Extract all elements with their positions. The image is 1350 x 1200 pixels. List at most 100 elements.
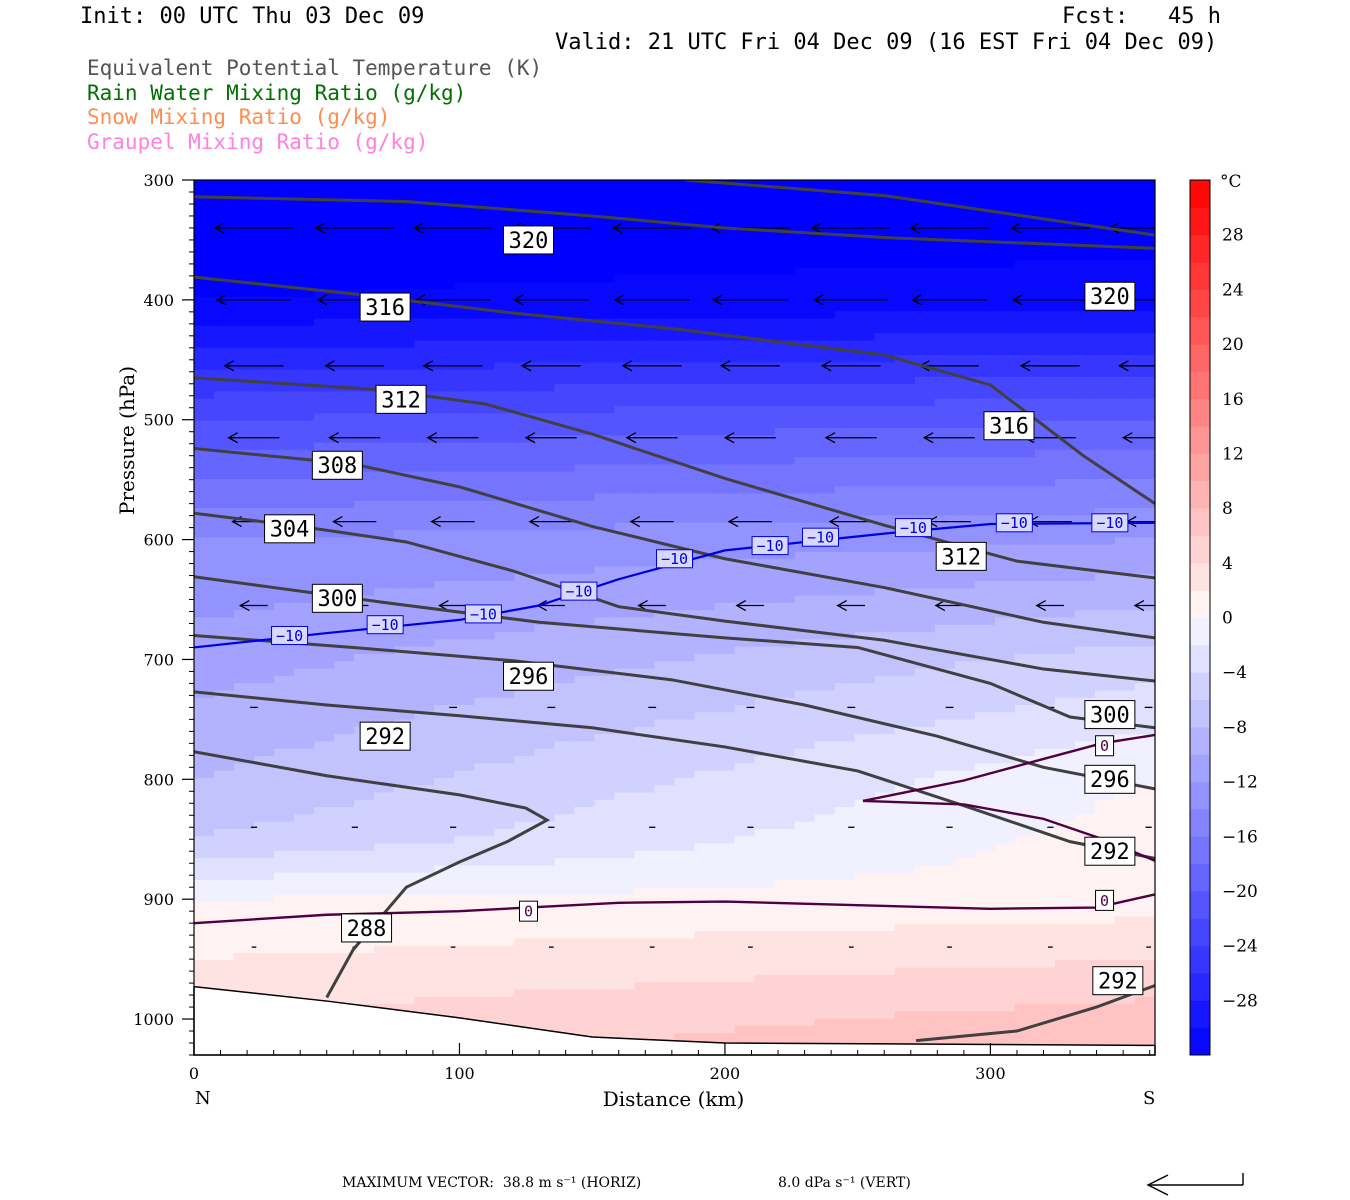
temperature-cell <box>574 814 596 823</box>
temperature-cell <box>494 697 515 706</box>
temperature-cell <box>794 952 816 961</box>
temperature-cell <box>734 391 756 400</box>
temperature-cell <box>454 216 475 225</box>
temperature-cell <box>794 544 816 553</box>
temperature-cell <box>334 209 355 218</box>
temperature-cell <box>754 858 776 867</box>
temperature-cell <box>354 274 375 283</box>
temperature-cell <box>854 850 876 859</box>
temperature-cell <box>474 931 495 939</box>
temperature-cell <box>494 369 515 378</box>
temperature-cell <box>554 376 575 385</box>
temperature-cell <box>234 289 255 298</box>
temperature-cell <box>314 632 335 640</box>
temperature-cell <box>674 398 696 407</box>
temperature-cell <box>414 850 435 859</box>
temperature-cell <box>774 595 796 604</box>
temperature-cell <box>934 1025 956 1034</box>
temperature-cell <box>454 238 475 247</box>
temperature-cell <box>794 741 816 750</box>
temperature-cell <box>694 894 716 903</box>
temperature-cell <box>714 500 736 509</box>
temperature-cell <box>1014 588 1036 597</box>
temperature-cell <box>654 923 676 932</box>
temperature-cell <box>754 508 776 517</box>
temperature-cell <box>854 573 876 582</box>
temperature-cell <box>254 282 275 290</box>
temperature-cell <box>354 522 375 531</box>
temperature-cell <box>214 653 235 662</box>
temperature-cell <box>354 442 375 451</box>
temperature-cell <box>734 325 756 334</box>
temperature-cell <box>834 683 856 692</box>
temperature-cell <box>714 420 736 429</box>
temperature-cell <box>834 355 856 363</box>
temperature-cell <box>874 675 896 684</box>
temperature-cell <box>474 807 495 815</box>
temperature-cell <box>834 252 856 261</box>
temperature-cell <box>394 785 415 794</box>
temperature-cell <box>954 347 976 356</box>
temperature-cell <box>554 274 575 283</box>
temperature-cell <box>854 1025 876 1034</box>
temperature-cell <box>734 989 756 998</box>
temperature-cell <box>294 602 315 611</box>
temperature-cell <box>974 741 996 750</box>
temperature-cell <box>474 821 495 830</box>
temperature-cell <box>714 974 736 983</box>
temperature-cell <box>994 836 1016 845</box>
temperature-cell <box>934 493 956 502</box>
temperature-cell <box>394 231 415 239</box>
temperature-cell <box>674 457 696 465</box>
temperature-cell <box>334 267 355 276</box>
temperature-cell <box>554 938 575 947</box>
temperature-cell <box>514 653 535 662</box>
temperature-cell <box>314 617 335 626</box>
temperature-cell <box>614 1018 636 1027</box>
temperature-cell <box>934 231 956 239</box>
temperature-cell <box>614 245 636 254</box>
temperature-cell <box>634 260 656 269</box>
temperature-cell <box>554 974 575 983</box>
temperature-cell <box>874 996 896 1005</box>
temperature-cell <box>394 515 415 524</box>
temperature-cell <box>294 741 315 750</box>
temperature-cell <box>494 384 515 393</box>
temperature-cell <box>994 303 1016 312</box>
temperature-cell <box>354 340 375 349</box>
temperature-cell <box>394 201 415 210</box>
temperature-cell <box>694 333 716 342</box>
temperature-cell <box>314 311 335 320</box>
temperature-cell <box>194 537 215 546</box>
temperature-cell <box>354 245 375 254</box>
temperature-cell <box>554 391 575 400</box>
temperature-cell <box>634 420 656 429</box>
temperature-cell <box>974 260 996 269</box>
temperature-cell <box>394 850 415 859</box>
temperature-cell <box>194 763 215 772</box>
temperature-cell <box>674 245 696 254</box>
temperature-cell <box>814 770 836 779</box>
temperature-cell <box>454 282 475 290</box>
temperature-cell <box>654 471 676 480</box>
temperature-cell <box>454 967 475 976</box>
temperature-cell <box>294 792 315 801</box>
temperature-cell <box>554 238 575 247</box>
temperature-cell <box>414 726 435 735</box>
temperature-cell <box>814 588 836 597</box>
temperature-cell <box>854 668 876 677</box>
temperature-cell <box>754 595 776 604</box>
temperature-cell <box>374 901 395 910</box>
temperature-cell <box>1014 530 1036 538</box>
temperature-cell <box>754 238 776 247</box>
temperature-cell <box>334 231 355 239</box>
temperature-cell <box>754 880 776 888</box>
temperature-cell <box>494 588 515 597</box>
temperature-cell <box>234 544 255 553</box>
temperature-cell <box>1014 340 1036 349</box>
temperature-cell <box>634 245 656 254</box>
temperature-cell <box>274 646 295 655</box>
temperature-cell <box>714 260 736 269</box>
temperature-cell <box>734 602 756 611</box>
temperature-cell <box>994 566 1016 575</box>
